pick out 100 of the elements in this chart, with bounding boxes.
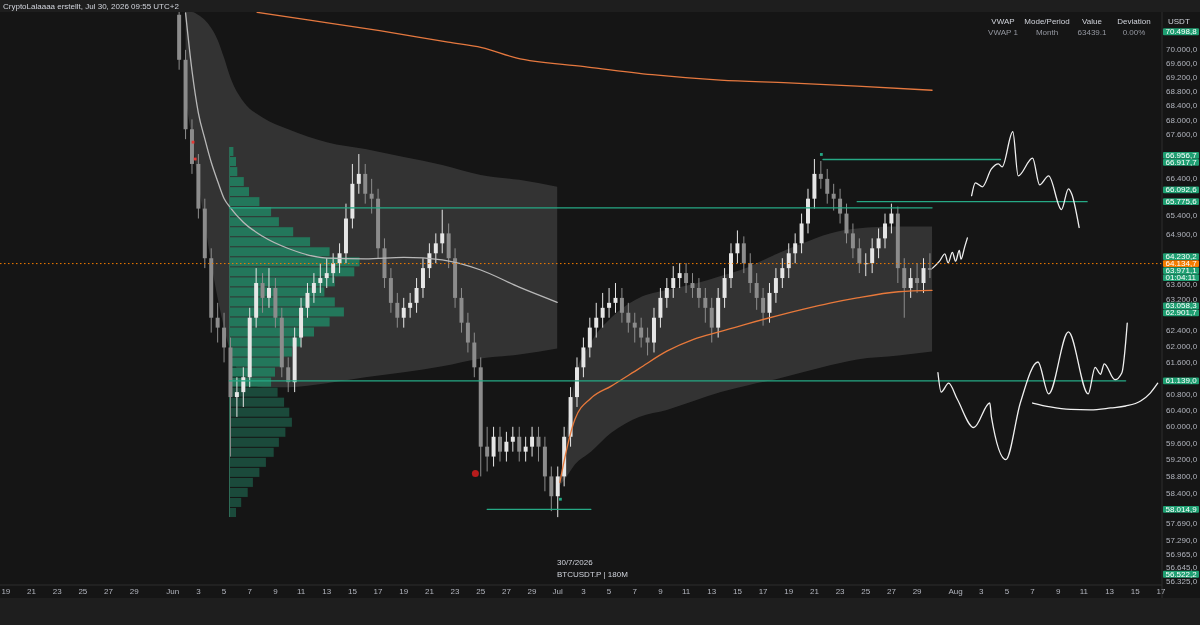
- x-tick-label: 7: [247, 587, 253, 596]
- candlestick: [241, 366, 246, 408]
- y-tick-label: 68.400,0: [1166, 101, 1198, 111]
- x-tick-label: 5: [1004, 587, 1010, 596]
- candlestick: [619, 287, 624, 324]
- x-tick-label: 29: [527, 587, 538, 596]
- annotation: Deviation: [1117, 16, 1151, 26]
- x-tick-label: 15: [347, 587, 358, 596]
- candlestick: [876, 227, 881, 259]
- y-tick-label: 64.900,0: [1166, 230, 1198, 240]
- candlestick: [780, 257, 785, 289]
- candlestick: [465, 312, 470, 353]
- x-tick-label: 25: [861, 587, 871, 596]
- candlestick: [266, 267, 271, 309]
- x-tick-label: 17: [1156, 587, 1166, 596]
- line-series: [1031, 382, 1159, 411]
- candlestick: [433, 232, 438, 264]
- x-tick-label: 27: [501, 587, 512, 596]
- candlestick: [799, 213, 804, 254]
- x-tick-label: 11: [681, 587, 691, 596]
- candlestick: [234, 376, 239, 418]
- text: BTCUSDT.P | 180M: [557, 569, 629, 579]
- x-tick-label: 7: [632, 587, 638, 596]
- line-series: [937, 322, 1128, 461]
- y-tick-label: 59.200,0: [1166, 455, 1198, 465]
- point: [819, 153, 823, 156]
- candlestick: [485, 426, 490, 472]
- candlestick: [440, 209, 445, 254]
- y-tick-label: 70.000,0: [1166, 44, 1198, 54]
- candlestick: [222, 312, 227, 363]
- y-tick-label: 69.200,0: [1166, 72, 1198, 82]
- annotation: 0.00%: [1122, 27, 1146, 37]
- x-tick-label: 17: [373, 587, 384, 596]
- candlestick: [337, 242, 342, 274]
- y-tick-label: 61.600,0: [1166, 357, 1198, 367]
- candlestick: [491, 426, 496, 468]
- x-tick-label: 5: [606, 587, 612, 596]
- y-tick-label: 66.400,0: [1166, 174, 1198, 184]
- y-tick-label: 58.800,0: [1166, 471, 1198, 481]
- x-tick-label: 21: [27, 587, 37, 596]
- candlestick: [587, 317, 592, 358]
- x-tick-label: 15: [732, 587, 743, 596]
- candlestick: [607, 287, 612, 319]
- x-tick-label: Aug: [948, 587, 963, 596]
- candlestick: [735, 229, 740, 264]
- x-tick-label: 27: [886, 587, 897, 596]
- candlestick: [318, 262, 323, 294]
- candlestick: [581, 337, 586, 378]
- candlestick: [414, 277, 419, 314]
- y-tick-label: 56.325,0: [1166, 577, 1198, 587]
- candlestick: [523, 436, 528, 463]
- x-tick-label: 23: [835, 587, 846, 596]
- candlestick: [530, 426, 535, 458]
- candlestick: [311, 272, 316, 304]
- candlestick: [857, 237, 862, 274]
- annotation: VWAP 1: [988, 27, 1019, 37]
- x-tick-label: 21: [809, 587, 820, 596]
- candlestick: [639, 317, 644, 348]
- candlestick: [677, 262, 682, 289]
- candlestick: [793, 232, 798, 264]
- candlestick: [825, 168, 830, 205]
- candlestick: [761, 287, 766, 327]
- y-tick-label: 67.600,0: [1166, 130, 1198, 140]
- candlestick: [927, 252, 932, 279]
- candlestick: [600, 292, 605, 329]
- candlestick: [722, 267, 727, 309]
- x-tick-label: 9: [1056, 587, 1062, 596]
- candlestick: [883, 213, 887, 249]
- annotation: 63439.1: [1077, 27, 1108, 37]
- annotation: VWAP: [991, 16, 1015, 26]
- candlestick: [709, 297, 714, 344]
- candlestick: [324, 257, 329, 289]
- candlestick: [401, 297, 406, 329]
- x-tick-label: 9: [273, 587, 279, 596]
- x-tick-label: 23: [450, 587, 461, 596]
- candlestick: [549, 466, 554, 512]
- candlestick: [748, 252, 753, 294]
- x-tick-label: 21: [424, 587, 435, 596]
- line-series: [184, 12, 558, 303]
- annotation: Month: [1035, 27, 1059, 37]
- y-tick-label: 65.400,0: [1166, 211, 1198, 221]
- candlestick: [703, 287, 708, 324]
- candlestick: [498, 426, 502, 463]
- candlestick: [915, 262, 920, 294]
- candlestick: [427, 242, 432, 279]
- y-tick-label: 69.600,0: [1166, 58, 1198, 68]
- text: CryptoLalaaaa erstellt, Jul 30, 2026 09:55 UTC+2: [3, 1, 180, 11]
- x-tick-label: 3: [196, 587, 202, 596]
- x-tick-label: Jul: [552, 587, 564, 596]
- y-tick-label: 56.965,0: [1166, 549, 1198, 559]
- candlestick: [215, 302, 220, 344]
- x-tick-label: 13: [707, 587, 717, 596]
- annotation: Mode/Period: [1024, 16, 1070, 26]
- x-tick-label: 25: [78, 587, 88, 596]
- candlestick: [889, 203, 894, 234]
- candlestick: [908, 267, 913, 299]
- y-tick-label: 58.400,0: [1166, 488, 1198, 498]
- candlestick: [671, 265, 676, 299]
- candlestick: [818, 160, 823, 190]
- text: 30/7/2026: [557, 557, 594, 567]
